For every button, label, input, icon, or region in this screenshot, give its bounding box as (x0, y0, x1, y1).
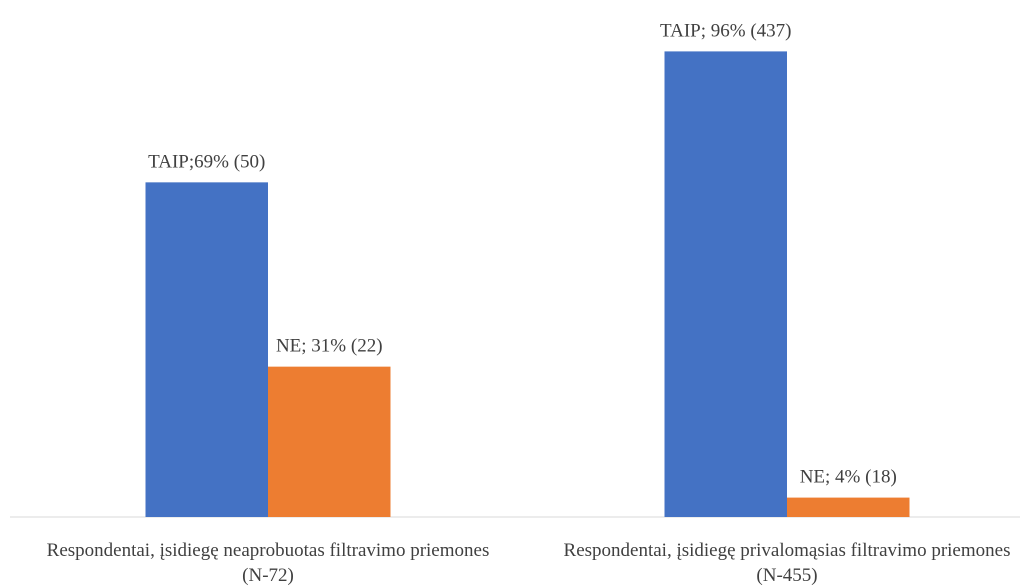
bar (268, 366, 391, 517)
data-label: NE; 4% (18) (800, 467, 897, 488)
data-label: TAIP;69% (50) (148, 151, 265, 172)
bar (664, 51, 787, 518)
category-label: Respondentai, įsidiegę privalomąsias fil… (563, 540, 1011, 586)
data-label: NE; 31% (22) (276, 336, 383, 357)
data-label: TAIP; 96% (437) (660, 20, 791, 41)
bar (145, 182, 268, 517)
bar (787, 497, 910, 517)
category-label: Respondentai, įsidiegę neaprobuotas filt… (46, 540, 490, 586)
